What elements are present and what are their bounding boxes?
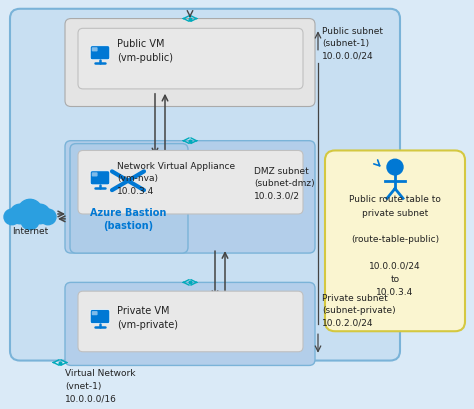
Circle shape	[21, 213, 39, 230]
FancyBboxPatch shape	[92, 48, 98, 52]
Circle shape	[387, 160, 403, 175]
FancyBboxPatch shape	[92, 173, 98, 177]
Text: Azure Bastion
(bastion): Azure Bastion (bastion)	[90, 208, 166, 231]
Text: Public subnet
(subnet-1)
10.0.0.0/24: Public subnet (subnet-1) 10.0.0.0/24	[322, 27, 383, 61]
FancyBboxPatch shape	[65, 20, 315, 107]
FancyBboxPatch shape	[65, 142, 315, 254]
FancyBboxPatch shape	[92, 311, 98, 315]
Text: Private VM
(vm-private): Private VM (vm-private)	[117, 305, 178, 329]
FancyBboxPatch shape	[78, 292, 303, 352]
FancyBboxPatch shape	[78, 151, 303, 214]
FancyBboxPatch shape	[90, 171, 110, 185]
Circle shape	[10, 205, 30, 224]
FancyBboxPatch shape	[65, 283, 315, 366]
Text: Virtual Network
(vnet-1)
10.0.0.0/16: Virtual Network (vnet-1) 10.0.0.0/16	[65, 369, 136, 402]
Circle shape	[40, 209, 56, 225]
Text: Public route table to
private subnet

(route-table-public)

10.0.0.0/24
to
10.0.: Public route table to private subnet (ro…	[349, 195, 441, 296]
Text: Internet: Internet	[12, 226, 48, 235]
Circle shape	[18, 200, 42, 223]
Text: Network Virtual Appliance
(vm-nva)
10.0.3.4: Network Virtual Appliance (vm-nva) 10.0.…	[117, 162, 235, 196]
FancyBboxPatch shape	[78, 29, 303, 90]
Text: Public VM
(vm-public): Public VM (vm-public)	[117, 39, 173, 63]
Text: DMZ subnet
(subnet-dmz)
10.0.3.0/2: DMZ subnet (subnet-dmz) 10.0.3.0/2	[254, 166, 315, 200]
FancyBboxPatch shape	[70, 144, 188, 254]
FancyBboxPatch shape	[90, 310, 110, 324]
Circle shape	[30, 205, 50, 224]
FancyBboxPatch shape	[10, 10, 400, 361]
Text: Private subnet
(subnet-private)
10.0.2.0/24: Private subnet (subnet-private) 10.0.2.0…	[322, 293, 396, 327]
FancyBboxPatch shape	[90, 47, 110, 61]
FancyBboxPatch shape	[325, 151, 465, 331]
Circle shape	[4, 209, 20, 225]
